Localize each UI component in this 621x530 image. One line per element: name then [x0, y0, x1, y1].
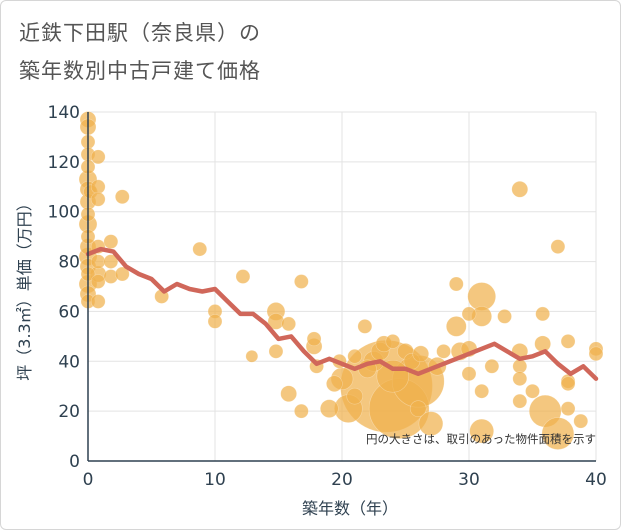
x-tick-label: 0 — [83, 470, 94, 490]
data-point — [90, 274, 106, 289]
data-point — [512, 371, 528, 387]
y-axis-label: 坪（3.3㎡）単価（万円） — [15, 195, 34, 380]
data-point — [534, 335, 551, 353]
data-point — [445, 316, 467, 337]
data-point — [192, 241, 208, 257]
data-point — [525, 383, 540, 399]
data-point — [461, 306, 477, 322]
chart-title-line1: 近鉄下田駅（奈良県）の — [19, 21, 261, 45]
grid-lines — [88, 111, 597, 461]
data-point — [560, 334, 576, 349]
data-point — [326, 375, 343, 393]
data-point — [412, 345, 430, 363]
y-tick-label: 100 — [48, 203, 80, 223]
data-point — [448, 276, 464, 292]
data-point — [347, 348, 363, 364]
x-tick-label: 10 — [204, 470, 226, 490]
data-point — [469, 418, 495, 444]
data-point — [207, 314, 223, 329]
data-point — [474, 383, 490, 399]
y-tick-label: 140 — [48, 103, 80, 123]
data-point — [418, 411, 444, 436]
data-point — [280, 385, 297, 402]
data-point — [461, 366, 477, 382]
x-tick-label: 30 — [458, 470, 480, 490]
data-point — [294, 274, 309, 289]
data-point — [550, 239, 566, 254]
axes: 0 20 40 60 80 100 120 140 0 10 20 30 40 — [48, 103, 607, 490]
data-point — [103, 234, 119, 249]
y-tick-label: 60 — [58, 302, 80, 322]
data-point — [560, 401, 576, 416]
data-point — [90, 294, 106, 309]
x-tick-label: 40 — [585, 470, 607, 490]
data-point — [541, 417, 575, 450]
data-point — [235, 269, 251, 284]
data-point — [535, 306, 550, 322]
y-tick-label: 0 — [69, 452, 80, 472]
data-point — [560, 376, 576, 392]
data-point — [294, 403, 309, 419]
data-point — [114, 266, 130, 282]
data-point — [512, 393, 528, 409]
data-point — [512, 358, 528, 374]
data-point — [511, 180, 529, 198]
data-point — [245, 349, 259, 363]
data-point — [497, 309, 512, 324]
data-point — [90, 254, 106, 269]
data-point — [357, 319, 373, 334]
data-point — [346, 387, 364, 405]
chart-title-line2: 築年数別中古戸建て価格 — [19, 59, 261, 83]
data-point — [409, 400, 427, 417]
data-point — [90, 149, 106, 165]
data-point — [90, 191, 106, 207]
data-point — [484, 358, 500, 374]
data-point — [90, 179, 106, 195]
y-tick-label: 120 — [48, 153, 80, 173]
data-point — [103, 254, 119, 269]
y-tick-label: 20 — [58, 402, 80, 422]
data-point — [306, 331, 322, 347]
data-point — [114, 189, 130, 205]
x-axis-label: 築年数（年） — [302, 499, 398, 518]
data-point — [385, 334, 401, 349]
x-tick-label: 20 — [331, 470, 353, 490]
y-tick-label: 40 — [58, 352, 80, 372]
y-tick-label: 80 — [58, 253, 80, 273]
data-point — [281, 316, 296, 332]
data-point — [319, 399, 339, 418]
bubble-size-note: 円の大きさは、取引のあった物件面積を示す — [366, 432, 596, 446]
trend-line — [85, 246, 599, 381]
data-point — [268, 344, 284, 359]
data-point — [588, 346, 604, 362]
data-point — [436, 344, 451, 359]
data-point — [573, 413, 589, 429]
